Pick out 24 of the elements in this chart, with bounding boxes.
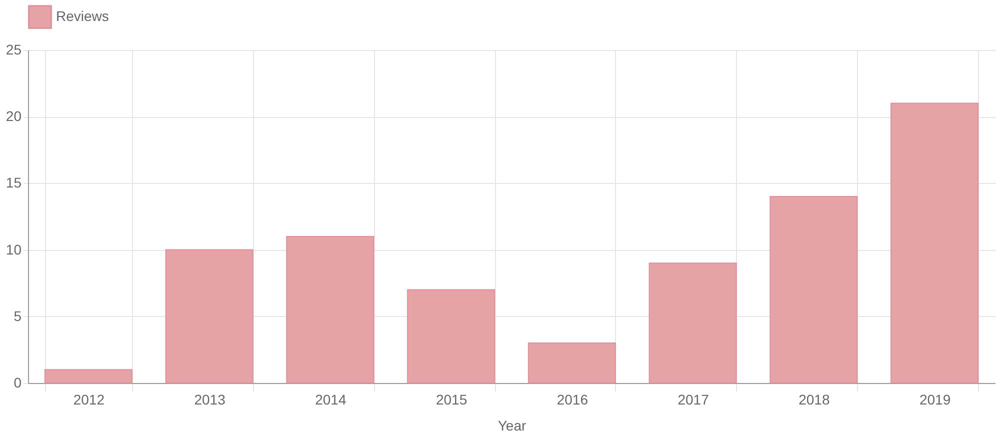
x-axis-title: Year — [498, 418, 526, 434]
y-tick-label: 10 — [6, 241, 22, 258]
y-tick-label: 20 — [6, 108, 22, 124]
bar — [286, 236, 374, 384]
bar — [528, 342, 616, 384]
y-tick-label: 0 — [14, 374, 22, 390]
y-tick-label: 25 — [6, 42, 22, 58]
x-tick-label: 2019 — [919, 392, 951, 408]
bar — [770, 196, 858, 384]
bar — [648, 262, 737, 384]
x-tick-label: 2018 — [798, 392, 830, 408]
legend-label: Reviews — [56, 8, 109, 24]
x-tick-label: 2012 — [73, 392, 105, 408]
x-tick-label: 2017 — [678, 392, 710, 408]
bar — [165, 249, 254, 384]
x-tick-label: 2014 — [315, 392, 346, 408]
bar — [890, 102, 979, 384]
bar — [44, 369, 132, 384]
x-tick-label: 2016 — [556, 392, 588, 408]
bar — [407, 289, 496, 384]
y-tick-label: 5 — [14, 308, 22, 324]
y-tick-label: 15 — [6, 174, 22, 191]
x-tick-label: 2013 — [194, 392, 226, 408]
x-tick-label: 2015 — [436, 392, 468, 408]
